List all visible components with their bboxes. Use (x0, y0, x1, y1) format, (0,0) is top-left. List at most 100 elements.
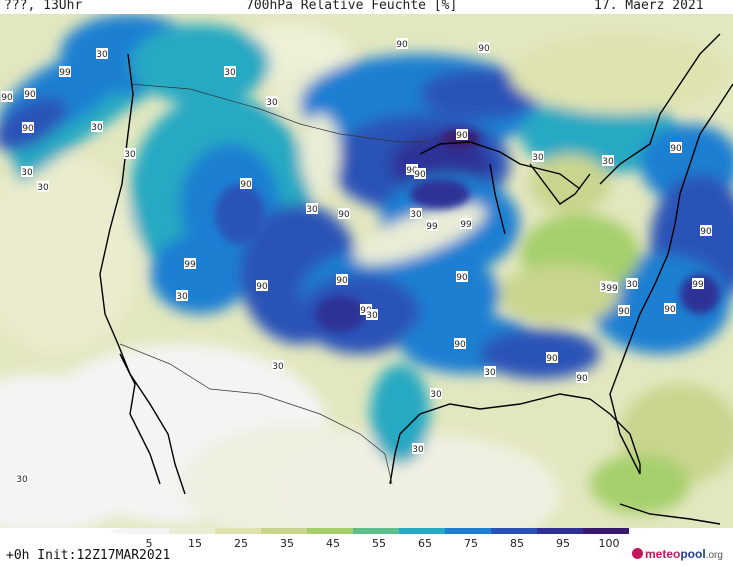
svg-text:90: 90 (22, 124, 34, 134)
contour-label: 99 (460, 218, 472, 230)
logo-text-a: meteo (645, 547, 681, 561)
contour-label: 99 (692, 278, 704, 290)
svg-text:99: 99 (460, 220, 472, 230)
contour-label: 90 (406, 164, 418, 176)
svg-text:90: 90 (338, 210, 350, 220)
svg-text:30: 30 (306, 205, 318, 215)
legend-tick-label: 5 (146, 537, 153, 548)
contour-label: 30 (532, 151, 544, 163)
legend-arrow-low (109, 528, 123, 534)
contour-label: 90 (576, 372, 588, 384)
contour-label: 90 (240, 178, 252, 190)
contour-label: 30 (266, 96, 278, 108)
logo-text-b: pool (680, 547, 706, 561)
contour-label: 90 (338, 208, 350, 220)
svg-text:99: 99 (606, 284, 618, 294)
legend-tick-label: 15 (188, 537, 202, 548)
svg-text:90: 90 (414, 170, 426, 180)
svg-text:90: 90 (240, 180, 252, 190)
legend-tick-label: 65 (418, 537, 432, 548)
contour-label: 30 (272, 360, 284, 372)
svg-text:30: 30 (96, 50, 108, 60)
contour-label: 30 (430, 388, 442, 400)
svg-text:90: 90 (478, 44, 490, 54)
svg-text:30: 30 (410, 210, 422, 220)
contour-label: 30 (412, 443, 424, 455)
svg-text:90: 90 (1, 93, 13, 103)
legend-swatch (491, 528, 537, 534)
svg-text:90: 90 (336, 276, 348, 286)
contour-label: 30 (37, 181, 49, 193)
legend-ticks: 5 15 25 35 45 55 65 75 85 95 100 (146, 537, 620, 548)
svg-text:30: 30 (266, 98, 278, 108)
contour-label: 90 (24, 88, 36, 100)
svg-text:90: 90 (456, 273, 468, 283)
svg-text:30: 30 (37, 183, 49, 193)
svg-text:90: 90 (618, 307, 630, 317)
humidity-detail (215, 129, 720, 332)
contour-label: 30 (306, 203, 318, 215)
contour-label: 30 (366, 309, 378, 321)
contour-label: 30 (21, 166, 33, 178)
svg-text:30: 30 (272, 362, 284, 372)
svg-text:90: 90 (456, 131, 468, 141)
map-header: ???, 13Uhr 700hPa Relative Feuchte [%] 1… (0, 0, 733, 16)
contour-label: 30 (96, 48, 108, 60)
contour-label: 90 (456, 129, 468, 141)
svg-text:30: 30 (430, 390, 442, 400)
svg-text:30: 30 (124, 150, 136, 160)
contour-label: 30 (626, 278, 638, 290)
contour-label: 90 (546, 352, 558, 364)
legend-swatch (353, 528, 399, 534)
contour-label: 30 (602, 155, 614, 167)
legend-swatch (399, 528, 445, 534)
legend-swatch (261, 528, 307, 534)
contour-label: 90 (22, 122, 34, 134)
contour-label: 30 (124, 148, 136, 160)
svg-text:99: 99 (59, 68, 71, 78)
svg-text:90: 90 (24, 90, 36, 100)
svg-text:30: 30 (484, 368, 496, 378)
svg-text:99: 99 (692, 280, 704, 290)
svg-text:90: 90 (664, 305, 676, 315)
coastlines (99, 33, 733, 525)
contour-label: 30 (91, 121, 103, 133)
contour-label: 99 (426, 220, 438, 232)
svg-text:30: 30 (91, 123, 103, 133)
contour-label: 90 (618, 305, 630, 317)
svg-text:30: 30 (176, 292, 188, 302)
meteopool-logo[interactable]: meteopool.org (632, 547, 723, 561)
contour-label: 90 (664, 303, 676, 315)
svg-text:30: 30 (412, 445, 424, 455)
svg-text:90: 90 (700, 227, 712, 237)
date-label: 17. Maerz 2021 (594, 0, 704, 13)
legend-swatch (583, 528, 629, 534)
legend-tick-label: 25 (234, 537, 248, 548)
legend-swatch (169, 528, 215, 534)
legend-tick-label: 75 (464, 537, 478, 548)
borders (119, 83, 430, 485)
contour-label: 30 (16, 473, 28, 485)
contour-label: 30 (410, 208, 422, 220)
legend-swatch (537, 528, 583, 534)
legend-tick-label: 95 (556, 537, 570, 548)
svg-text:90: 90 (576, 374, 588, 384)
legend-tick-label: 45 (326, 537, 340, 548)
contour-label: 90 (396, 38, 408, 50)
contour-label: 99 (59, 66, 71, 78)
contour-label: 90 (336, 274, 348, 286)
contour-label: 99 (184, 258, 196, 270)
color-legend: 5 15 25 35 45 55 65 75 85 95 100 (109, 528, 629, 548)
map-title: 700hPa Relative Feuchte [%] (246, 0, 458, 13)
svg-text:90: 90 (396, 40, 408, 50)
legend-tick-label: 85 (510, 537, 524, 548)
svg-text:30: 30 (626, 280, 638, 290)
contour-label: 90 (454, 338, 466, 350)
contour-label: 90 (456, 271, 468, 283)
contour-label: 90 (1, 91, 13, 103)
run-info: +0h Init:12Z17MAR2021 (6, 548, 171, 563)
svg-text:90: 90 (256, 282, 268, 292)
contour-label: 90 (478, 42, 490, 54)
svg-text:99: 99 (426, 222, 438, 232)
contour-label: 30 (224, 66, 236, 78)
